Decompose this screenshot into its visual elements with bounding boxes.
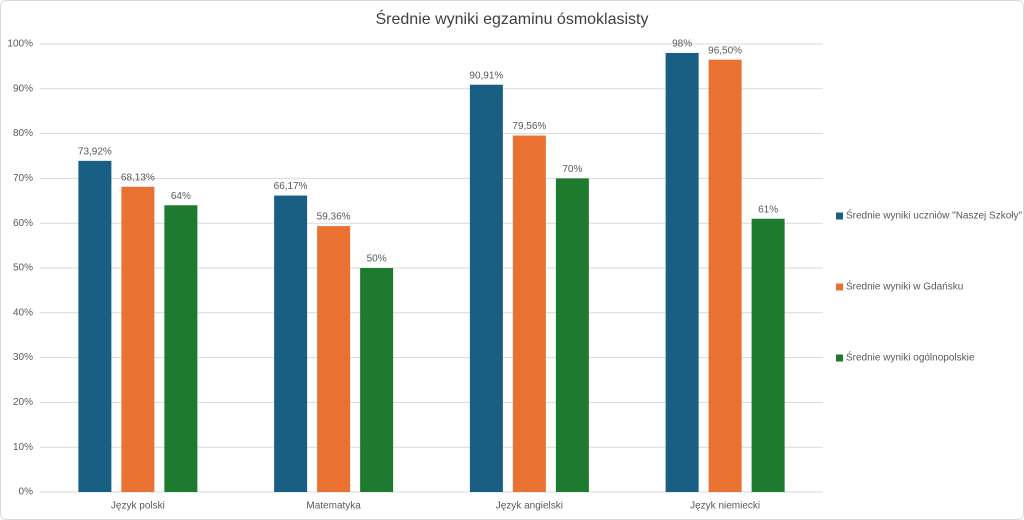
- y-tick-label: 30%: [13, 352, 33, 363]
- y-tick-label: 80%: [13, 128, 33, 139]
- y-tick-label: 0%: [19, 487, 34, 498]
- value-label: 61%: [758, 204, 778, 215]
- y-tick-label: 90%: [13, 83, 33, 94]
- legend-label: Średnie wyniki w Gdańsku: [846, 280, 963, 293]
- x-tick-label: Język niemiecki: [690, 501, 760, 512]
- value-label: 64%: [171, 191, 191, 202]
- value-label: 50%: [367, 254, 387, 265]
- bar: [469, 84, 503, 492]
- bar: [360, 268, 394, 492]
- chart-title: Średnie wyniki egzaminu ósmoklasisty: [376, 9, 649, 28]
- legend-swatch: [836, 283, 843, 291]
- legend-swatch: [836, 354, 843, 362]
- x-tick-label: Język polski: [111, 501, 165, 512]
- x-tick-label: Matematyka: [306, 501, 361, 512]
- value-label: 59,36%: [317, 212, 351, 223]
- value-label: 90,91%: [469, 70, 503, 81]
- legend-label: Średnie wyniki ogólnopolskie: [846, 351, 975, 364]
- bar: [317, 226, 351, 492]
- bar: [751, 218, 785, 492]
- y-tick-label: 40%: [13, 307, 33, 318]
- legend-label: Średnie wyniki uczniów "Naszej Szkoły": [846, 209, 1023, 222]
- y-tick-label: 100%: [7, 39, 33, 50]
- y-tick-label: 20%: [13, 397, 33, 408]
- bar: [555, 178, 589, 492]
- y-tick-label: 70%: [13, 173, 33, 184]
- value-label: 68,13%: [121, 172, 155, 183]
- value-label: 70%: [562, 164, 582, 175]
- bar: [274, 195, 308, 492]
- x-tick-label: Język angielski: [496, 501, 563, 512]
- bar: [708, 59, 742, 493]
- bar: [121, 186, 155, 493]
- value-label: 66,17%: [274, 181, 308, 192]
- y-tick-label: 60%: [13, 218, 33, 229]
- bar: [665, 52, 699, 493]
- value-label: 79,56%: [512, 121, 546, 132]
- y-tick-label: 10%: [13, 442, 33, 453]
- value-label: 98%: [672, 39, 692, 50]
- bar: [512, 135, 546, 492]
- bar: [164, 205, 198, 492]
- value-label: 96,50%: [708, 45, 742, 56]
- bar: [78, 160, 112, 493]
- y-tick-label: 50%: [13, 263, 33, 274]
- legend-swatch: [836, 212, 843, 220]
- value-label: 73,92%: [78, 146, 112, 157]
